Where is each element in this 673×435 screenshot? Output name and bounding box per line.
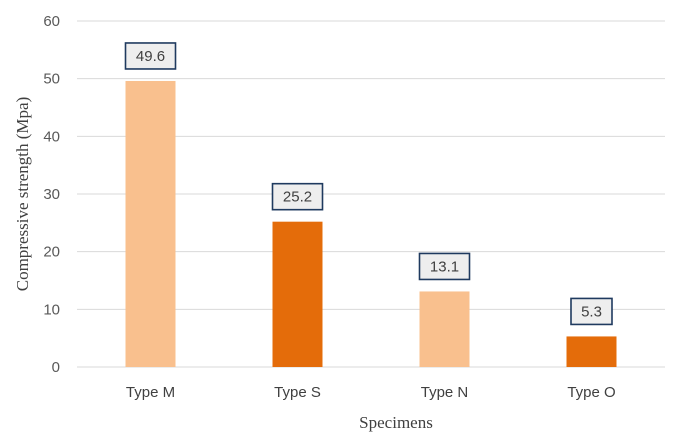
bars	[125, 80, 617, 368]
data-label-box	[124, 42, 177, 70]
data-label-text: 5.3	[581, 303, 602, 320]
y-tick-label: 50	[43, 71, 60, 88]
data-label-text: 25.2	[283, 189, 312, 206]
y-tick-label: 60	[43, 13, 60, 30]
bar	[272, 221, 323, 367]
data-label: 5.3	[570, 297, 613, 326]
y-tick-labels: 0 10 20 30 40 50 60	[43, 13, 60, 376]
data-labels: 49.6 25.2 13.1 5.3	[124, 42, 613, 326]
x-tick-label: Type S	[274, 384, 321, 401]
x-tick-label: Type O	[567, 384, 615, 401]
data-label: 49.6	[124, 42, 177, 70]
data-label: 25.2	[271, 182, 324, 211]
bar	[566, 336, 617, 367]
data-label-box	[570, 297, 613, 326]
data-label-box	[271, 182, 324, 211]
y-tick-label: 10	[43, 301, 60, 318]
y-tick-label: 30	[43, 186, 60, 203]
y-tick-label: 40	[43, 128, 60, 145]
y-tick-label: 0	[52, 359, 60, 376]
y-axis-title: Compressive strength (Mpa)	[13, 97, 32, 292]
data-label-box	[418, 252, 471, 281]
x-tick-label: Type N	[421, 384, 469, 401]
bar	[125, 80, 176, 368]
x-tick-labels: Type M Type S Type N Type O	[126, 384, 616, 401]
y-tick-label: 20	[43, 244, 60, 261]
data-label-text: 13.1	[430, 258, 459, 275]
x-axis-title: Specimens	[359, 413, 433, 432]
x-tick-label: Type M	[126, 384, 175, 401]
data-label-text: 49.6	[136, 48, 165, 65]
data-label: 13.1	[418, 252, 471, 281]
bar	[419, 291, 470, 367]
